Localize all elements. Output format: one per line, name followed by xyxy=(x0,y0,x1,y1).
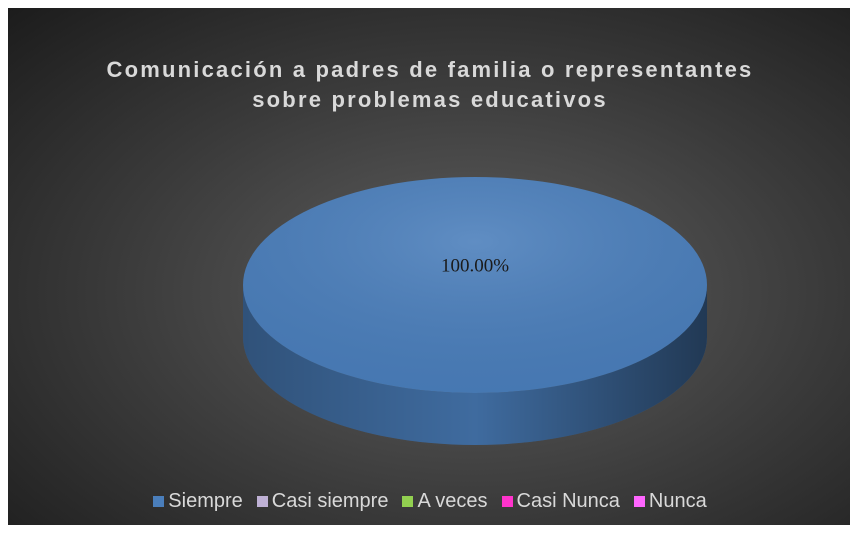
legend-swatch xyxy=(256,496,268,507)
legend-label: Siempre xyxy=(168,490,243,512)
legend-item: Casi Nunca xyxy=(501,490,620,513)
legend-swatch xyxy=(153,496,165,507)
legend-label: Nunca xyxy=(648,490,707,512)
legend-swatch xyxy=(633,496,645,507)
legend-item: A veces xyxy=(402,490,488,513)
legend-label: Casi Nunca xyxy=(516,490,620,512)
pie-top-shade xyxy=(243,177,707,393)
legend-item: Casi siempre xyxy=(256,490,389,513)
data-label: 100.00% xyxy=(441,255,509,276)
legend-swatch xyxy=(402,496,414,507)
legend-item: Nunca xyxy=(633,490,707,513)
legend-swatch xyxy=(501,496,513,507)
pie-side-shade xyxy=(243,285,707,445)
legend: Siempre Casi siempre A veces Casi Nunca Nunc… xyxy=(0,490,860,513)
legend-label: Casi siempre xyxy=(271,490,389,512)
legend-label: A veces xyxy=(417,490,488,512)
chart-title: Comunicación a padres de familia o repre… xyxy=(106,57,754,112)
legend-item: Siempre xyxy=(153,490,243,513)
